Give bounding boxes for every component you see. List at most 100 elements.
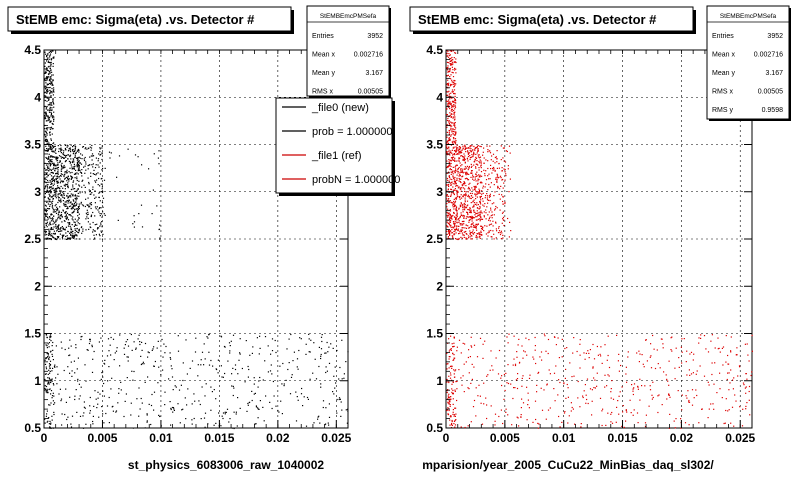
scatter-point bbox=[451, 91, 453, 93]
scatter-point bbox=[467, 216, 469, 218]
scatter-point bbox=[48, 80, 50, 82]
scatter-point bbox=[119, 365, 121, 367]
scatter-point bbox=[101, 183, 103, 185]
scatter-point bbox=[279, 365, 281, 367]
scatter-point bbox=[488, 219, 490, 221]
scatter-point bbox=[200, 359, 202, 361]
scatter-point bbox=[467, 204, 469, 206]
scatter-point bbox=[448, 165, 450, 167]
scatter-point bbox=[66, 212, 69, 214]
scatter-point bbox=[503, 224, 505, 227]
scatter-point bbox=[564, 377, 566, 379]
scatter-point bbox=[45, 113, 47, 115]
scatter-point bbox=[460, 352, 462, 354]
scatter-point bbox=[455, 413, 457, 415]
scatter-point bbox=[224, 372, 226, 375]
scatter-point bbox=[60, 198, 62, 200]
scatter-point bbox=[476, 191, 478, 193]
scatter-point bbox=[480, 199, 482, 201]
scatter-point bbox=[69, 162, 71, 164]
scatter-point bbox=[450, 92, 452, 94]
scatter-point bbox=[476, 193, 478, 195]
scatter-point bbox=[164, 352, 166, 354]
scatter-point bbox=[457, 185, 459, 187]
scatter-point bbox=[447, 117, 449, 120]
scatter-point bbox=[108, 350, 110, 352]
scatter-point bbox=[49, 56, 51, 58]
scatter-point bbox=[47, 73, 50, 75]
scatter-point bbox=[51, 133, 53, 135]
scatter-point bbox=[473, 211, 475, 213]
scatter-point bbox=[491, 365, 493, 367]
scatter-point bbox=[473, 179, 475, 181]
scatter-point bbox=[132, 223, 134, 225]
scatter-point bbox=[99, 207, 101, 209]
scatter-point bbox=[317, 416, 319, 418]
scatter-point bbox=[229, 418, 231, 420]
scatter-point bbox=[70, 176, 72, 178]
scatter-point bbox=[501, 384, 503, 387]
scatter-point bbox=[473, 226, 475, 228]
scatter-point bbox=[479, 207, 481, 209]
scatter-point bbox=[453, 189, 455, 191]
scatter-point bbox=[449, 377, 452, 379]
scatter-point bbox=[96, 228, 99, 230]
scatter-point bbox=[447, 363, 449, 365]
scatter-point bbox=[446, 368, 448, 370]
scatter-point bbox=[455, 214, 457, 216]
scatter-point bbox=[483, 382, 485, 384]
scatter-point bbox=[98, 207, 100, 210]
scatter-point bbox=[92, 155, 94, 157]
scatter-point bbox=[479, 174, 481, 176]
scatter-point bbox=[488, 211, 490, 213]
scatter-point bbox=[454, 200, 457, 202]
scatter-point bbox=[477, 154, 479, 156]
scatter-point bbox=[46, 221, 48, 223]
scatter-point bbox=[221, 376, 223, 378]
scatter-point bbox=[50, 422, 52, 424]
scatter-point bbox=[60, 230, 62, 232]
x-tick-label: 0.015 bbox=[204, 431, 234, 445]
scatter-point bbox=[49, 72, 51, 75]
scatter-point bbox=[489, 223, 491, 226]
scatter-point bbox=[52, 50, 54, 52]
scatter-point bbox=[479, 236, 481, 238]
scatter-point bbox=[448, 171, 450, 173]
scatter-point bbox=[47, 115, 49, 117]
scatter-point bbox=[452, 236, 454, 238]
scatter-point bbox=[62, 166, 64, 168]
scatter-point bbox=[496, 207, 498, 209]
scatter-point bbox=[446, 195, 448, 197]
scatter-point bbox=[449, 164, 451, 166]
scatter-point bbox=[462, 211, 464, 213]
x-tick-label: 0.025 bbox=[321, 431, 351, 445]
scatter-point bbox=[46, 392, 48, 394]
scatter-point bbox=[127, 356, 129, 358]
scatter-point bbox=[510, 230, 512, 232]
scatter-point bbox=[748, 399, 750, 401]
scatter-point bbox=[683, 338, 685, 340]
scatter-point bbox=[70, 227, 72, 229]
scatter-point bbox=[449, 234, 451, 236]
scatter-point bbox=[462, 187, 465, 189]
scatter-point bbox=[141, 226, 144, 228]
scatter-point bbox=[72, 219, 74, 221]
scatter-point bbox=[448, 129, 450, 132]
scatter-point bbox=[52, 80, 54, 82]
scatter-point bbox=[48, 51, 50, 53]
scatter-point bbox=[78, 160, 80, 162]
scatter-point bbox=[50, 213, 52, 215]
scatter-point bbox=[579, 367, 581, 369]
scatter-point bbox=[463, 215, 465, 217]
scatter-point bbox=[503, 182, 505, 184]
scatter-point bbox=[95, 208, 97, 210]
scatter-point bbox=[601, 424, 603, 427]
scatter-point bbox=[485, 170, 487, 172]
scatter-point bbox=[50, 201, 52, 203]
scatter-point bbox=[472, 196, 474, 198]
scatter-point bbox=[456, 380, 458, 382]
scatter-point bbox=[76, 159, 78, 161]
scatter-point bbox=[50, 192, 52, 194]
scatter-point bbox=[722, 346, 725, 348]
scatter-point bbox=[455, 72, 457, 74]
